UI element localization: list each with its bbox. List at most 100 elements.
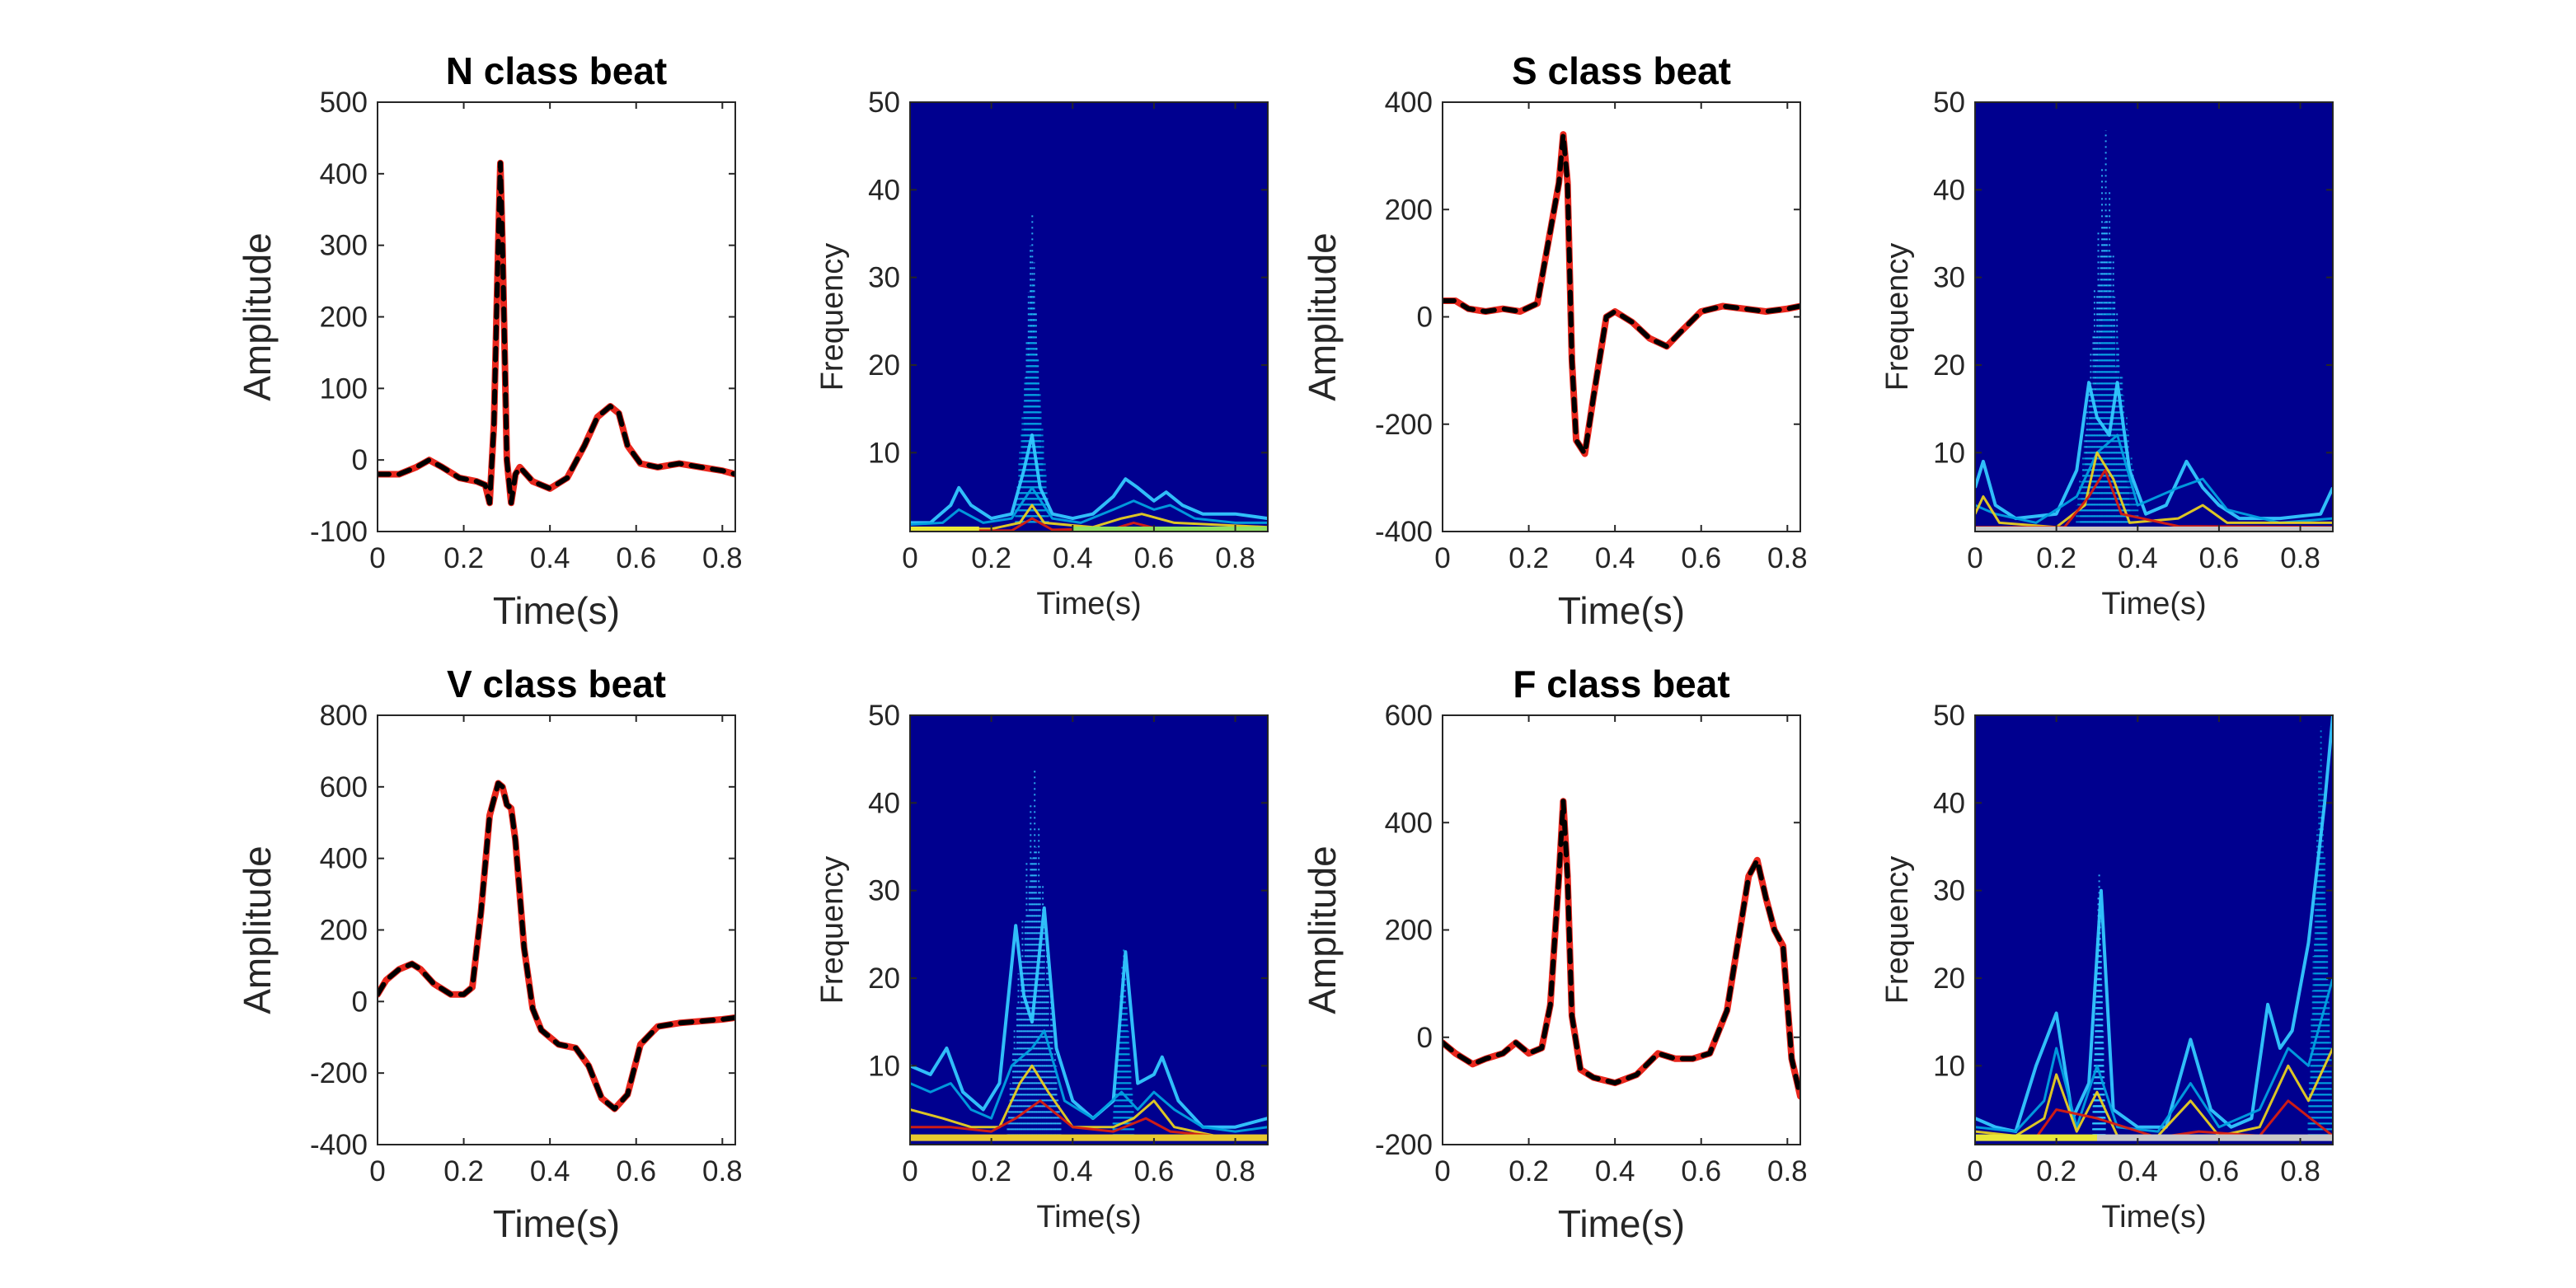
x-tick-label: 0.2	[971, 1155, 1011, 1187]
y-tick-label: -400	[310, 1129, 368, 1161]
plot-area	[910, 215, 1268, 532]
reconstruction-line	[378, 160, 735, 506]
plot-area	[910, 769, 1268, 1141]
y-tick-label: 0	[352, 986, 368, 1018]
y-tick-label: 50	[1933, 87, 1965, 119]
y-tick-label: 30	[868, 262, 900, 294]
reconstruction-line	[378, 780, 735, 1112]
x-tick-label: 0.4	[1595, 542, 1635, 574]
y-tick-label: 0	[1417, 1022, 1433, 1054]
x-axis-label: Time(s)	[2101, 587, 2206, 621]
x-tick-label: 0	[1967, 1155, 1982, 1187]
panel-6: 0 0.2 0.4 0.6 0.8 10 20 30 40 50 Time(s) Frequency	[815, 700, 1269, 1234]
x-axis-label: Time(s)	[493, 589, 620, 632]
y-tick-label: -200	[1375, 1129, 1433, 1161]
x-tick-label: 0.4	[530, 542, 570, 574]
y-tick-label: -200	[1375, 409, 1433, 441]
ridge-line	[1975, 433, 2333, 524]
y-axis-label: Amplitude	[236, 232, 279, 401]
y-tick-label: 200	[1385, 194, 1433, 226]
y-axis-label: Amplitude	[1301, 232, 1344, 401]
panel-title: N class beat	[446, 49, 667, 92]
y-tick-label: 400	[1385, 807, 1433, 839]
ridge-line	[910, 906, 1268, 1129]
spectrogram-background	[910, 102, 1268, 532]
reconstruction-line	[1443, 132, 1800, 457]
y-tick-label: 300	[320, 230, 368, 262]
panel-3: 0 0.2 0.4 0.6 0.8 -400 -200 0 200 400 Time(s) Ampli…	[1301, 49, 1808, 632]
x-tick-label: 0.4	[1053, 1155, 1093, 1187]
y-tick-label: 10	[1933, 1050, 1965, 1082]
x-tick-label: 0.8	[702, 1155, 743, 1187]
axes-box	[909, 101, 1269, 532]
x-tick-label: 0	[1434, 542, 1450, 574]
y-tick-label: 20	[868, 962, 900, 995]
ridge-line	[910, 503, 1268, 531]
y-tick-label: 600	[320, 771, 368, 803]
low-frequency-band	[1975, 527, 2333, 532]
x-tick-label: 0.2	[2036, 542, 2076, 574]
panel-4: 0 0.2 0.4 0.6 0.8 10 20 30 40 50 Time(s) Frequency	[1880, 87, 2334, 621]
x-tick-label: 0.8	[1767, 542, 1808, 574]
y-tick-label: 10	[868, 437, 900, 469]
y-axis-label: Frequency	[815, 243, 850, 391]
low-frequency-band	[910, 527, 979, 532]
y-axis-label: Amplitude	[1301, 845, 1344, 1014]
x-tick-label: 0	[902, 1155, 917, 1187]
x-tick-label: 0	[1967, 542, 1982, 574]
y-tick-label: 10	[868, 1050, 900, 1082]
plot-area	[1443, 131, 1800, 457]
panel-title: F class beat	[1513, 663, 1729, 705]
y-tick-label: 400	[320, 843, 368, 875]
y-tick-label: 40	[868, 787, 900, 819]
x-axis-label: Time(s)	[1036, 1200, 1141, 1234]
plot-area	[1443, 798, 1800, 1100]
panel-8: 0 0.2 0.4 0.6 0.8 10 20 30 40 50 Time(s) Frequency	[1880, 700, 2334, 1234]
x-tick-label: 0.6	[2199, 1155, 2240, 1187]
panel-7: 0 0.2 0.4 0.6 0.8-2000200400600Time(s)Amplit…	[1301, 663, 1808, 1245]
x-tick-label: 0.2	[1509, 1155, 1549, 1187]
x-tick-label: 0.6	[1134, 1155, 1175, 1187]
x-tick-label: 0.6	[616, 1155, 656, 1187]
x-axis-label: Time(s)	[1558, 589, 1685, 632]
x-tick-label: 0.8	[2280, 542, 2320, 574]
plot-area	[378, 159, 735, 507]
x-tick-label: 0.6	[2199, 542, 2240, 574]
axes-box	[1974, 714, 2334, 1145]
x-tick-label: 0.4	[530, 1155, 570, 1187]
panel-1: 0 0.2 0.4 0.6 0.8-1000100200300400500Time(s)…	[236, 49, 743, 632]
x-tick-label: 0.8	[1215, 1155, 1255, 1187]
axes-box	[909, 714, 1269, 1145]
y-tick-label: 50	[1933, 700, 1965, 732]
x-tick-label: 0.6	[1134, 542, 1175, 574]
spectrogram-background	[1975, 715, 2333, 1145]
y-tick-label: 200	[1385, 915, 1433, 947]
x-tick-label: 0	[369, 1155, 385, 1187]
ridge-line	[910, 1099, 1268, 1137]
y-tick-label: -200	[310, 1057, 368, 1089]
low-frequency-band	[910, 1134, 1268, 1141]
y-tick-label: 20	[1933, 962, 1965, 995]
y-tick-label: 10	[1933, 437, 1965, 469]
y-tick-label: 40	[1933, 174, 1965, 206]
ridge-line	[910, 1029, 1268, 1133]
y-tick-label: 50	[868, 700, 900, 732]
y-tick-label: 30	[1933, 875, 1965, 907]
y-tick-label: 50	[868, 87, 900, 119]
x-tick-label: 0.2	[971, 542, 1011, 574]
y-tick-label: 20	[868, 349, 900, 382]
ridge-line	[910, 1064, 1268, 1137]
x-tick-label: 0.8	[1215, 542, 1255, 574]
x-tick-label: 0.2	[1509, 542, 1549, 574]
x-tick-label: 0.8	[2280, 1155, 2320, 1187]
x-tick-label: 0.6	[616, 542, 656, 574]
panel-title: V class beat	[447, 663, 666, 705]
y-tick-label: 400	[320, 158, 368, 190]
low-frequency-band	[1975, 1134, 2097, 1141]
y-tick-label: -400	[1375, 516, 1433, 548]
y-axis-label: Frequency	[1880, 243, 1915, 391]
y-axis-label: Amplitude	[236, 845, 279, 1014]
y-tick-label: 0	[1417, 302, 1433, 334]
y-tick-label: -100	[310, 516, 368, 548]
panel-title: S class beat	[1512, 49, 1731, 92]
